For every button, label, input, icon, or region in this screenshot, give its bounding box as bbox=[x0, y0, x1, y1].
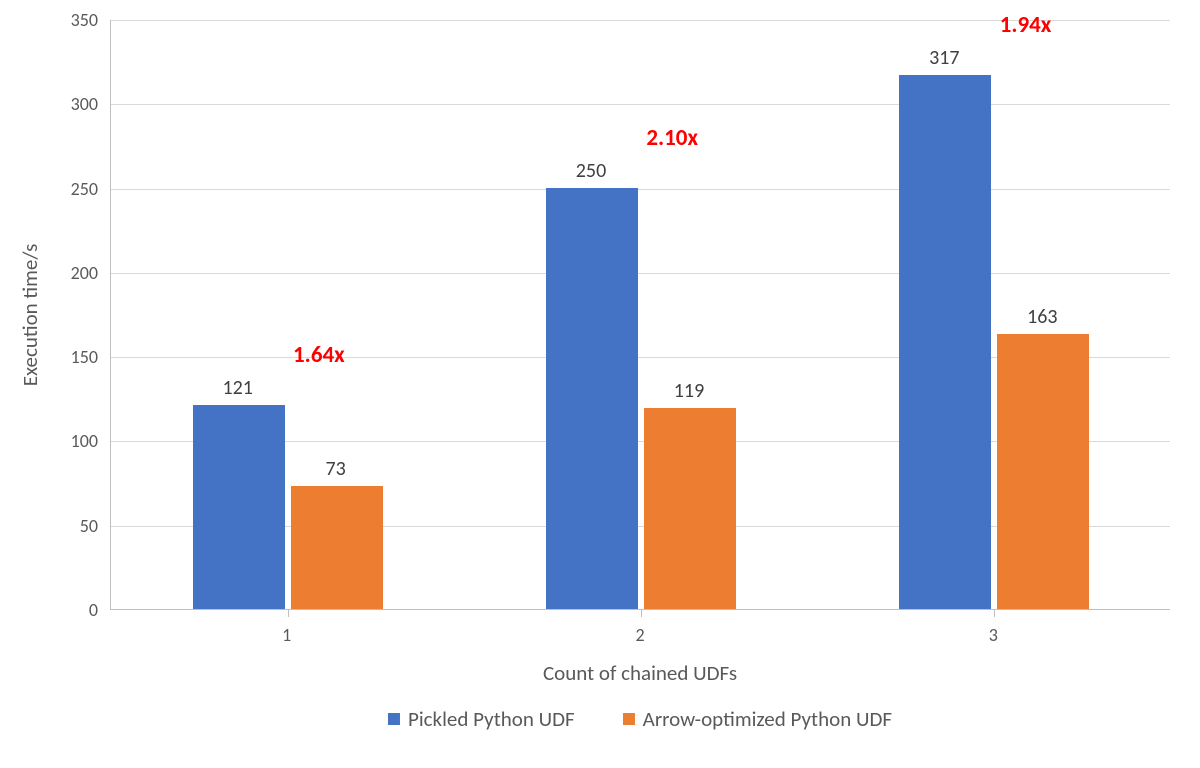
y-tick-label: 350 bbox=[71, 9, 98, 31]
legend-label: Arrow-optimized Python UDF bbox=[643, 706, 892, 732]
bar bbox=[546, 188, 638, 609]
chart-container: Execution time/s Count of chained UDFs P… bbox=[0, 0, 1200, 768]
legend-item: Pickled Python UDF bbox=[388, 706, 575, 732]
y-tick-label: 50 bbox=[80, 515, 98, 537]
speedup-annotation: 1.94x bbox=[1000, 11, 1052, 39]
legend-item: Arrow-optimized Python UDF bbox=[623, 706, 892, 732]
data-label: 121 bbox=[222, 376, 252, 400]
speedup-annotation: 1.64x bbox=[293, 341, 345, 369]
x-tick-mark bbox=[641, 609, 642, 617]
legend: Pickled Python UDF Arrow-optimized Python… bbox=[388, 706, 892, 732]
x-tick-label: 2 bbox=[635, 624, 644, 646]
bar bbox=[644, 408, 736, 609]
speedup-annotation: 2.10x bbox=[646, 124, 698, 152]
data-label: 317 bbox=[929, 46, 959, 70]
bar bbox=[193, 405, 285, 609]
legend-swatch bbox=[388, 713, 400, 725]
data-label: 250 bbox=[576, 159, 606, 183]
legend-swatch bbox=[623, 713, 635, 725]
y-tick-label: 100 bbox=[71, 430, 98, 452]
gridline bbox=[111, 273, 1170, 274]
y-tick-label: 300 bbox=[71, 93, 98, 115]
x-tick-label: 1 bbox=[282, 624, 291, 646]
x-tick-mark bbox=[288, 609, 289, 617]
y-tick-label: 0 bbox=[89, 599, 98, 621]
plot-area bbox=[110, 20, 1170, 610]
y-tick-label: 250 bbox=[71, 178, 98, 200]
data-label: 163 bbox=[1027, 305, 1057, 329]
y-tick-label: 200 bbox=[71, 262, 98, 284]
data-label: 119 bbox=[674, 379, 704, 403]
gridline bbox=[111, 104, 1170, 105]
bar bbox=[291, 486, 383, 609]
y-axis-title: Execution time/s bbox=[17, 244, 43, 387]
legend-label: Pickled Python UDF bbox=[408, 706, 575, 732]
y-tick-label: 150 bbox=[71, 346, 98, 368]
data-label: 73 bbox=[326, 457, 346, 481]
x-tick-mark bbox=[994, 609, 995, 617]
gridline bbox=[111, 189, 1170, 190]
bar bbox=[899, 75, 991, 609]
bar bbox=[997, 334, 1089, 609]
x-axis-title: Count of chained UDFs bbox=[543, 660, 737, 686]
x-tick-label: 3 bbox=[989, 624, 998, 646]
